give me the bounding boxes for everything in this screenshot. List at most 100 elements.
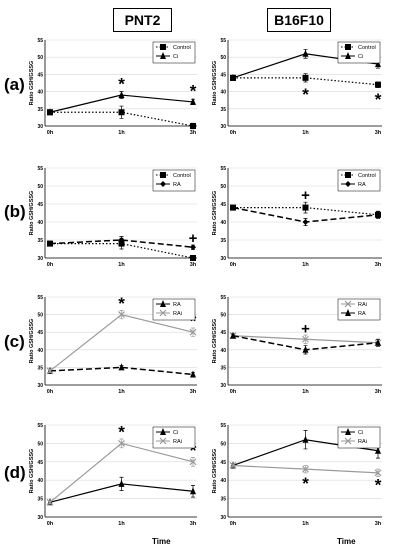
x-tick-label: 0h xyxy=(47,130,54,136)
legend-marker xyxy=(160,300,166,307)
x-tick-label: 1h xyxy=(118,389,125,395)
legend-label: RA xyxy=(358,311,366,317)
legend-label: Control xyxy=(358,45,376,51)
legend-label: RA xyxy=(173,182,181,188)
chart-a-left: 30 35 40 45 50 55 0h 1h 3h Ratio GSH/GSSG * * Contro… xyxy=(29,38,197,136)
row-label-a: (a) xyxy=(4,75,25,94)
y-tick-label: 35 xyxy=(220,238,226,244)
y-tick-label: 35 xyxy=(37,238,43,244)
data-point xyxy=(118,109,125,116)
y-tick-label: 40 xyxy=(37,220,43,226)
y-tick-label: 30 xyxy=(220,256,226,262)
x-tick-label: 3h xyxy=(375,130,382,136)
legend-label: Ci xyxy=(358,430,363,436)
data-point xyxy=(230,73,236,81)
legend-label: RA xyxy=(358,182,366,188)
y-tick-label: 35 xyxy=(220,497,226,503)
y-tick-label: 50 xyxy=(220,55,226,61)
x-tick-label: 1h xyxy=(118,130,125,136)
data-point xyxy=(118,439,125,447)
y-tick-label: 35 xyxy=(220,365,226,371)
y-tick-label: 45 xyxy=(37,460,43,466)
legend-label: RAi xyxy=(173,439,182,445)
chart-c-right: 30 35 40 45 50 55 0h 1h 3h Ratio GSH/GSSG + RAi RA xyxy=(212,295,382,395)
legend-label: RAi xyxy=(358,439,367,445)
legend-marker xyxy=(160,181,166,187)
row-label-b: (b) xyxy=(4,202,26,221)
x-tick-label: 3h xyxy=(190,389,197,395)
y-tick-label: 35 xyxy=(37,107,43,113)
chart-b-left: 30 35 40 45 50 55 0h 1h 3h Ratio GSH/GSSG + Control… xyxy=(29,166,198,268)
x-tick-label: 3h xyxy=(190,262,197,268)
data-point xyxy=(190,255,196,261)
x-tick-label: 0h xyxy=(230,262,237,268)
x-tick-label: 3h xyxy=(375,521,382,527)
data-point xyxy=(118,91,125,99)
significance-mark: * xyxy=(118,294,125,313)
x-tick-label: 1h xyxy=(302,130,309,136)
row-label-d: (d) xyxy=(4,463,26,482)
data-point xyxy=(375,338,381,346)
y-tick-label: 35 xyxy=(37,365,43,371)
data-point xyxy=(190,244,196,251)
y-tick-label: 45 xyxy=(37,202,43,208)
series-line-ra xyxy=(49,366,194,376)
legend-label: Ci xyxy=(358,54,363,60)
y-tick-label: 35 xyxy=(37,497,43,503)
data-point xyxy=(375,446,381,454)
chart-d-left: 30 35 40 45 50 55 0h 1h 3h Ratio GSH/GSSG * * Ci RAi xyxy=(29,422,197,527)
y-tick-label: 30 xyxy=(37,124,43,130)
y-tick-label: 40 xyxy=(220,90,226,96)
y-tick-label: 30 xyxy=(37,515,43,521)
legend-label: Control xyxy=(173,45,191,51)
y-axis-label: Ratio GSH/GSSG xyxy=(29,449,35,494)
legend-label: Control xyxy=(358,173,376,179)
legend-marker xyxy=(159,309,167,317)
y-tick-label: 55 xyxy=(220,423,226,429)
y-tick-label: 55 xyxy=(220,38,226,44)
y-tick-label: 50 xyxy=(37,313,43,319)
y-tick-label: 45 xyxy=(220,72,226,78)
y-tick-label: 55 xyxy=(220,166,226,172)
y-tick-label: 45 xyxy=(220,460,226,466)
y-axis-label: Ratio GSH/GSSG xyxy=(29,319,35,364)
data-point xyxy=(118,237,125,243)
data-point xyxy=(302,74,309,81)
series-line-rai xyxy=(49,442,194,503)
series-line-ra xyxy=(49,239,194,248)
data-point xyxy=(375,60,381,68)
data-point xyxy=(189,458,197,466)
data-point xyxy=(302,345,309,353)
data-point xyxy=(230,204,236,211)
legend-marker xyxy=(344,300,352,308)
x-tick-label: 3h xyxy=(375,389,382,395)
legend-marker xyxy=(345,181,351,187)
data-point xyxy=(302,335,309,343)
data-point xyxy=(302,219,309,225)
y-tick-label: 50 xyxy=(37,184,43,190)
data-point xyxy=(302,49,309,57)
y-axis-label: Ratio GSH/GSSG xyxy=(29,191,35,236)
significance-mark: * xyxy=(375,90,382,109)
significance-mark: * xyxy=(190,441,197,460)
y-tick-label: 40 xyxy=(220,220,226,226)
y-tick-label: 40 xyxy=(37,90,43,96)
y-tick-label: 55 xyxy=(37,295,43,301)
legend-label: Control xyxy=(173,173,191,179)
data-point xyxy=(375,81,381,88)
y-tick-label: 40 xyxy=(37,348,43,354)
y-tick-label: 45 xyxy=(37,330,43,336)
y-tick-label: 50 xyxy=(37,441,43,447)
y-axis-label: Ratio GSH/GSSG xyxy=(212,191,218,236)
data-point xyxy=(190,97,196,105)
data-point xyxy=(118,363,125,371)
significance-mark: + xyxy=(189,230,198,247)
column-header-pnt2: PNT2 xyxy=(113,8,172,32)
y-tick-label: 40 xyxy=(37,478,43,484)
data-point xyxy=(190,123,196,129)
chart-c-left: 30 35 40 45 50 55 0h 1h 3h Ratio GSH/GSSG * * RA RAi xyxy=(29,294,197,395)
legend-marker xyxy=(160,44,166,50)
y-tick-label: 50 xyxy=(220,184,226,190)
significance-mark: * xyxy=(302,474,309,493)
